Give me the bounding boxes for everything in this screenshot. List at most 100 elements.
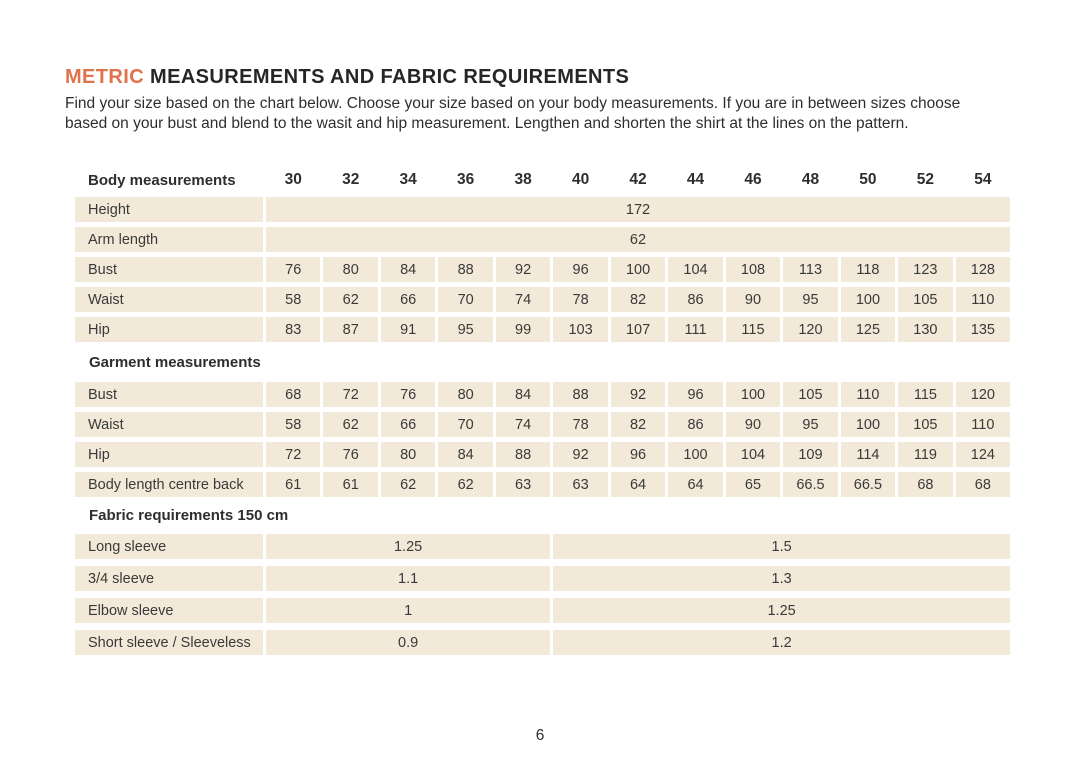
size-header-cell: 34 — [399, 171, 417, 188]
table-row: Hip 72 76 80 84 88 92 96 100 104 109 114 119 124 — [75, 442, 1011, 467]
value-cell: 100 — [610, 257, 666, 282]
value-cell: 92 — [610, 382, 666, 407]
value-cell: 90 — [725, 412, 781, 437]
row-cells: 61 61 62 62 63 63 64 64 65 66.5 66.5 68 68 — [266, 472, 1011, 497]
table-row: Body length centre back 61 61 62 62 63 63 64 64 6… — [75, 472, 1011, 497]
row-cells: 58 62 66 70 74 78 82 86 90 95 100 105 110 — [266, 412, 1011, 437]
size-header-label: Body measurements — [88, 171, 236, 189]
table-row: Elbow sleeve 1 1.25 — [75, 598, 1010, 623]
row-cells: 58 62 66 70 74 78 82 86 90 95 100 105 110 — [266, 287, 1011, 312]
value-cell: 74 — [495, 287, 551, 312]
size-header-cell: 42 — [629, 171, 647, 188]
row-label-cell: Arm length — [75, 227, 263, 252]
table-row: Hip 83 87 91 95 99 103 107 111 115 120 125 130 135 — [75, 317, 1011, 342]
value-cell: 70 — [438, 412, 493, 437]
fabric-right-cell: 1.2 — [553, 630, 1010, 655]
page-title: METRIC MEASUREMENTS AND FABRIC REQUIREME… — [65, 66, 1080, 89]
row-label-cell: Elbow sleeve — [75, 598, 263, 623]
value-cell: 105 — [898, 287, 953, 312]
value-cell: 110 — [840, 382, 896, 407]
size-header-cell: 46 — [744, 171, 762, 188]
value-cell: 74 — [495, 412, 551, 437]
size-header-cell: 40 — [571, 171, 590, 188]
value-cell: 118 — [840, 257, 896, 282]
value-cell: 113 — [783, 257, 838, 282]
value-cell: 100 — [840, 412, 896, 437]
intro-text: Find your size based on the chart below.… — [65, 94, 1080, 133]
fabric-left-cell: 1 — [266, 598, 551, 623]
fabric-left-cell: 1.1 — [266, 566, 551, 591]
fabric-right-cell: 1.3 — [553, 566, 1010, 591]
value-cell: 66 — [380, 287, 436, 312]
value-cell: 84 — [380, 257, 436, 282]
value-cell: 76 — [266, 257, 321, 282]
value-cell: 107 — [610, 317, 666, 342]
row-label-cell: Hip — [75, 317, 263, 342]
value-cell: 65 — [725, 472, 781, 497]
table-row: Height 172 — [75, 197, 1010, 222]
value-cell: 103 — [553, 317, 608, 342]
value-cell: 124 — [955, 442, 1011, 467]
row-cells: 172 — [266, 197, 1010, 222]
value-cell: 95 — [783, 287, 838, 312]
value-cell: 82 — [610, 412, 666, 437]
row-cells: 72 76 80 84 88 92 96 100 104 109 114 119 124 — [266, 442, 1011, 467]
value-cell: 64 — [668, 472, 723, 497]
value-cell: 61 — [323, 472, 378, 497]
value-cell: 70 — [438, 287, 493, 312]
fabric-section-label: Fabric requirements 150 cm — [89, 506, 289, 524]
value-cell: 100 — [840, 287, 896, 312]
value-cell: 95 — [783, 412, 838, 437]
value-cell: 104 — [725, 442, 781, 467]
garment-section-label: Garment measurements — [89, 353, 261, 371]
row-label-cell: Short sleeve / Sleeveless — [75, 630, 263, 655]
value-cell: 91 — [380, 317, 436, 342]
size-header-cell: 54 — [974, 171, 992, 188]
row-cells: 1 1.25 — [266, 598, 1010, 623]
fabric-right-cell: 1.5 — [553, 534, 1010, 559]
value-cell: 84 — [438, 442, 493, 467]
row-label-cell: Height — [75, 197, 263, 222]
value-cell: 105 — [783, 382, 838, 407]
size-header-cells: 30 32 34 36 38 40 42 44 46 48 50 52 54 — [266, 170, 1010, 190]
size-header-cell: 38 — [514, 171, 532, 188]
value-cell: 99 — [495, 317, 551, 342]
merged-value-cell: 172 — [266, 197, 1010, 222]
fabric-left-cell: 1.25 — [266, 534, 551, 559]
table-row: Bust 76 80 84 88 92 96 100 104 108 113 118 123 128 — [75, 257, 1011, 282]
value-cell: 80 — [380, 442, 436, 467]
size-header-row: Body measurements 30 32 34 36 38 40 42 44 46 48 50… — [75, 170, 1010, 190]
row-label-cell: Bust — [75, 382, 263, 407]
fabric-right-cell: 1.25 — [553, 598, 1010, 623]
value-cell: 123 — [898, 257, 953, 282]
value-cell: 61 — [266, 472, 321, 497]
value-cell: 68 — [898, 472, 953, 497]
row-label-cell: 3/4 sleeve — [75, 566, 263, 591]
value-cell: 115 — [898, 382, 953, 407]
value-cell: 135 — [955, 317, 1011, 342]
table-row: 3/4 sleeve 1.1 1.3 — [75, 566, 1010, 591]
value-cell: 68 — [955, 472, 1011, 497]
garment-measurements-rows: Bust 68 72 76 80 84 88 92 96 100 105 110 115 120 Waist… — [75, 382, 1011, 497]
value-cell: 108 — [725, 257, 781, 282]
page-title-highlight: METRIC — [65, 66, 145, 88]
table-row: Arm length 62 — [75, 227, 1010, 252]
value-cell: 58 — [266, 412, 321, 437]
value-cell: 92 — [553, 442, 608, 467]
value-cell: 86 — [668, 412, 723, 437]
value-cell: 96 — [610, 442, 666, 467]
value-cell: 110 — [955, 412, 1011, 437]
size-header-cell: 50 — [859, 171, 877, 188]
value-cell: 104 — [668, 257, 723, 282]
value-cell: 66.5 — [783, 472, 838, 497]
row-label-cell: Bust — [75, 257, 263, 282]
table-row: Waist 58 62 66 70 74 78 82 86 90 95 100 105 110 — [75, 287, 1011, 312]
value-cell: 111 — [668, 317, 723, 342]
value-cell: 87 — [323, 317, 378, 342]
table-row: Waist 58 62 66 70 74 78 82 86 90 95 100 105 110 — [75, 412, 1011, 437]
size-header-cell: 32 — [342, 171, 360, 188]
value-cell: 88 — [438, 257, 493, 282]
value-cell: 128 — [955, 257, 1011, 282]
page-content: METRIC MEASUREMENTS AND FABRIC REQUIREME… — [65, 66, 1080, 655]
intro-line: based on your bust and blend to the wasi… — [65, 114, 909, 132]
